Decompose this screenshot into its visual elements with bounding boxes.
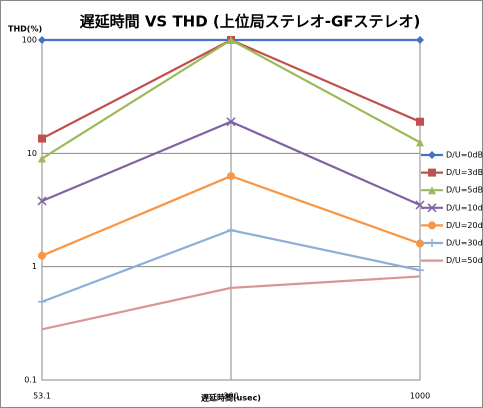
chart-title: 遅延時間 VS THD (上位局ステレオ-GFステレオ) bbox=[80, 13, 421, 31]
marker bbox=[428, 168, 436, 177]
legend-label: D/U=5dB bbox=[446, 186, 483, 195]
legend-label: D/U=50d bbox=[446, 256, 483, 265]
marker bbox=[428, 221, 436, 230]
marker bbox=[38, 134, 46, 143]
marker bbox=[227, 36, 235, 44]
legend-label: D/U=3dB bbox=[446, 168, 483, 177]
marker bbox=[37, 196, 47, 206]
x-axis-label: 遅延時間(usec) bbox=[201, 393, 261, 403]
legend-label: D/U=20d bbox=[446, 221, 483, 230]
marker bbox=[416, 266, 424, 275]
marker bbox=[226, 117, 236, 127]
y-tick-label: 0.1 bbox=[24, 376, 37, 385]
marker bbox=[428, 151, 436, 159]
y-tick-label: 1 bbox=[32, 262, 37, 271]
x-tick-label: 300 bbox=[223, 392, 238, 401]
marker bbox=[38, 251, 46, 260]
marker bbox=[38, 154, 46, 163]
marker bbox=[38, 297, 46, 306]
marker bbox=[416, 117, 424, 126]
marker bbox=[227, 226, 235, 235]
legend-label: D/U=10d bbox=[446, 203, 483, 212]
marker bbox=[428, 239, 436, 247]
y-tick-label: 10 bbox=[27, 149, 37, 158]
marker bbox=[428, 186, 436, 195]
marker bbox=[416, 239, 424, 248]
y-tick-label: 100 bbox=[22, 36, 37, 45]
marker bbox=[427, 203, 437, 213]
marker bbox=[416, 138, 424, 147]
marker bbox=[38, 36, 46, 44]
legend-label: D/U=30d bbox=[446, 239, 483, 248]
y-axis-label: THD(%) bbox=[8, 25, 42, 34]
marker bbox=[416, 36, 424, 44]
x-tick-label: 53.1 bbox=[33, 392, 51, 401]
marker bbox=[227, 172, 235, 181]
series-line bbox=[41, 275, 421, 331]
legend-label: D/U=0dB bbox=[446, 151, 483, 160]
x-tick-label: 1000 bbox=[410, 392, 430, 401]
